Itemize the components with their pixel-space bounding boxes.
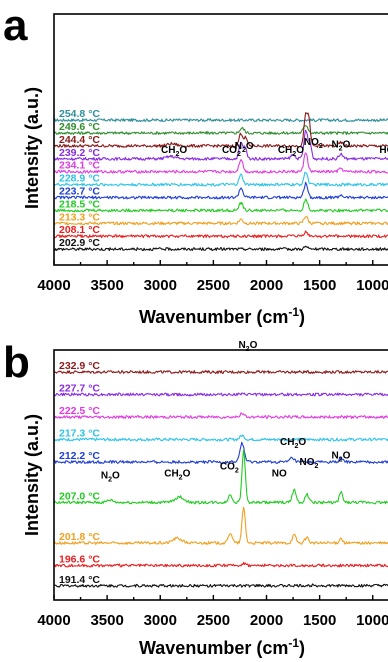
spectrum-trace bbox=[53, 583, 388, 588]
peak-annotation: NO bbox=[272, 468, 287, 479]
temperature-label: 228.9 °C bbox=[59, 173, 100, 185]
peak-annotation: CH2O bbox=[278, 145, 304, 158]
panel-b-x-ticks: 4000 3500 3000 2500 2000 1500 1000 bbox=[37, 595, 388, 629]
panel-a-letter: a bbox=[3, 1, 28, 50]
temperature-label: 217.3 °C bbox=[59, 428, 100, 440]
peak-annotation: N2O bbox=[235, 141, 254, 154]
spectrum-trace bbox=[53, 561, 388, 568]
panel-b-ylabel: Intensity (a.u.) bbox=[22, 414, 42, 536]
peak-annotation: NO2 bbox=[304, 137, 323, 150]
spectrum-trace bbox=[53, 112, 388, 148]
peak-annotation: N2O bbox=[101, 471, 120, 484]
temperature-label: 222.5 °C bbox=[59, 405, 100, 417]
temperature-label: 232.9 °C bbox=[59, 360, 100, 372]
temperature-label: 191.4 °C bbox=[59, 574, 100, 586]
peak-annotation: HC bbox=[379, 145, 388, 156]
panel-a-xlabel: Wavenumber (cm-1) bbox=[139, 305, 305, 327]
x-tick-label: 2000 bbox=[250, 277, 283, 294]
temperature-label: 239.2 °C bbox=[59, 147, 100, 159]
spectrum-trace bbox=[53, 152, 388, 174]
temperature-label: 249.6 °C bbox=[59, 121, 100, 133]
spectrum-trace bbox=[53, 412, 388, 419]
peak-annotation: CH2O bbox=[164, 468, 190, 481]
x-tick-label: 2500 bbox=[197, 277, 230, 294]
x-tick-label: 3000 bbox=[144, 612, 177, 629]
temperature-label: 223.7 °C bbox=[59, 186, 100, 198]
spectrum-trace bbox=[53, 125, 388, 135]
peak-annotation: N2O bbox=[238, 340, 257, 353]
temperature-label: 202.9 °C bbox=[59, 237, 100, 249]
panel-b: b Intensity (a.u.) 232.9 °C 227.7 °C 222.5… bbox=[3, 338, 388, 658]
spectrum-trace bbox=[53, 392, 388, 397]
panel-b-traces bbox=[53, 370, 388, 588]
spectrum-trace bbox=[53, 181, 388, 200]
x-tick-label: 1000 bbox=[356, 277, 388, 294]
x-tick-label: 3000 bbox=[144, 277, 177, 294]
spectrum-trace bbox=[53, 118, 388, 123]
panel-a-traces bbox=[53, 112, 388, 252]
peak-annotation: CO2 bbox=[222, 145, 241, 158]
panel-a-ylabel: Intensity (a.u.) bbox=[22, 87, 42, 209]
panel-a-frame bbox=[53, 13, 388, 266]
panel-b-xlabel: Wavenumber (cm-1) bbox=[139, 636, 305, 658]
peak-annotation: CH2O bbox=[280, 437, 306, 450]
spectrum-trace bbox=[53, 171, 388, 187]
x-tick-label: 2000 bbox=[250, 612, 283, 629]
temperature-label: 207.0 °C bbox=[59, 491, 100, 503]
temperature-label: 212.2 °C bbox=[59, 450, 100, 462]
spectrum-trace bbox=[53, 449, 388, 505]
peak-annotation: N2O bbox=[331, 140, 350, 153]
temperature-label: 201.8 °C bbox=[59, 531, 100, 543]
spectrum-trace bbox=[53, 216, 388, 226]
spectrum-trace bbox=[53, 230, 388, 239]
x-tick-label: 1500 bbox=[303, 277, 336, 294]
temperature-label: 227.7 °C bbox=[59, 383, 100, 395]
temperature-label: 218.5 °C bbox=[59, 198, 100, 210]
panel-a-x-ticks: 4000 3500 3000 2500 2000 1500 1000 bbox=[37, 260, 388, 294]
temperature-label: 244.4 °C bbox=[59, 134, 100, 146]
peak-annotation: CH2O bbox=[161, 145, 187, 158]
temperature-label: 196.6 °C bbox=[59, 554, 100, 566]
x-tick-label: 3500 bbox=[90, 612, 123, 629]
peak-annotation: NO2 bbox=[300, 457, 319, 470]
peak-annotation: CO2 bbox=[220, 462, 239, 475]
panel-b-letter: b bbox=[3, 338, 30, 387]
spectrum-trace bbox=[53, 434, 388, 442]
panel-b-temperature-labels: 232.9 °C 227.7 °C 222.5 °C 217.3 °C 212.2 °C… bbox=[59, 360, 100, 586]
temperature-label: 208.1 °C bbox=[59, 224, 100, 236]
x-tick-label: 1000 bbox=[356, 612, 388, 629]
x-tick-label: 4000 bbox=[37, 277, 70, 294]
x-tick-label: 2500 bbox=[197, 612, 230, 629]
spectrum-trace bbox=[53, 198, 388, 213]
spectrum-trace bbox=[53, 370, 388, 374]
x-tick-label: 4000 bbox=[37, 612, 70, 629]
temperature-label: 234.1 °C bbox=[59, 160, 100, 172]
spectrum-trace bbox=[53, 245, 388, 252]
panel-b-frame bbox=[53, 349, 388, 601]
spectrum-trace bbox=[53, 506, 388, 545]
x-tick-label: 3500 bbox=[90, 277, 123, 294]
spectrum-trace bbox=[53, 129, 388, 161]
spectrum-trace bbox=[53, 441, 388, 464]
temperature-label: 213.3 °C bbox=[59, 211, 100, 223]
peak-annotation: N2O bbox=[331, 450, 350, 463]
x-tick-label: 1500 bbox=[303, 612, 336, 629]
panel-a-annotations: CH2OCO2N2OCH2ONO2N2OHC bbox=[161, 137, 388, 158]
temperature-label: 254.8 °C bbox=[59, 108, 100, 120]
